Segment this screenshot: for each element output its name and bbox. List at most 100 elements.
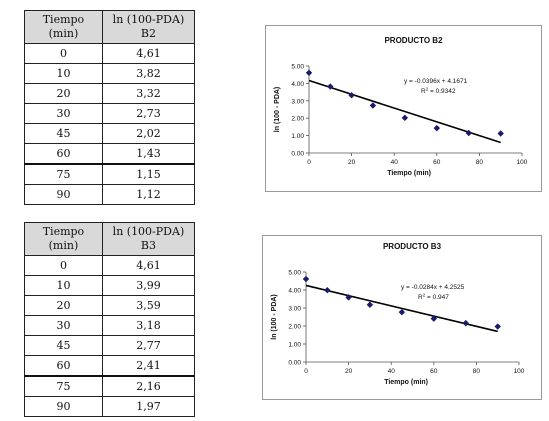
data-point <box>366 301 374 308</box>
table-body: 0 4,61 10 3,99 20 3,59 30 3,18 45 2,77 60 2,41 75 2,1… <box>24 255 196 417</box>
data-point <box>401 114 409 122</box>
table-row: 75 2,16 <box>24 375 196 397</box>
cell-value: 1,15 <box>101 163 196 185</box>
table-row: 30 2,73 <box>24 103 196 124</box>
x-tick-label: 100 <box>517 159 528 166</box>
data-point <box>305 69 313 76</box>
cell-value: 3,59 <box>101 295 196 316</box>
r-squared-symbol: R <box>421 88 426 95</box>
data-table-b2: Tiempo (min) ln (100-PDA) B2 0 4,61 10 3,82… <box>24 10 196 205</box>
x-tick-label: 80 <box>476 159 484 166</box>
y-tick-label: 2.00 <box>291 116 304 123</box>
table-row: 20 3,59 <box>24 295 196 316</box>
cell-time: 90 <box>24 184 103 205</box>
cell-time: 30 <box>24 315 103 336</box>
y-axis-label: ln (100 - PDA) <box>274 87 281 133</box>
cell-value: 1,97 <box>101 396 196 417</box>
table-header-value: ln (100-PDA) B3 <box>101 222 196 256</box>
cell-value: 4,61 <box>101 43 196 64</box>
trendline <box>308 79 501 144</box>
cell-time: 60 <box>24 355 103 377</box>
cell-value: 1,43 <box>101 143 196 165</box>
y-tick-label: 2.00 <box>288 324 301 331</box>
r-squared-label: R2 = 0.9342 <box>421 87 456 96</box>
cell-value: 4,61 <box>101 255 196 276</box>
table-row: 60 1,43 <box>24 143 196 165</box>
table-row: 10 3,99 <box>24 275 196 296</box>
x-tick-label: 40 <box>391 159 399 166</box>
table-header-time: Tiempo (min) <box>24 10 103 44</box>
table-row: 20 3,32 <box>24 83 196 104</box>
y-tick-label: 3.00 <box>288 306 301 313</box>
chart-svg: PRODUCTO B2 0.00 1.00 2.00 3.00 4.00 5.00 0 20 40… <box>274 36 528 177</box>
x-tick-label: 60 <box>430 368 438 375</box>
x-tick-label: 0 <box>304 368 308 375</box>
cell-time: 10 <box>24 63 103 84</box>
table-row: 0 4,61 <box>24 43 196 64</box>
cell-time: 30 <box>24 103 103 124</box>
x-tick-label: 20 <box>348 159 356 166</box>
data-point <box>324 286 331 294</box>
cell-value: 3,18 <box>101 315 196 336</box>
cell-time: 75 <box>24 163 103 185</box>
x-tick-label: 20 <box>345 368 353 375</box>
data-table-b3: Tiempo (min) ln (100-PDA) B3 0 4,61 10 3,99… <box>24 222 196 417</box>
chart-svg: PRODUCTO B3 0.00 1.00 2.00 3.00 4.00 5.00 0 20 40… <box>271 242 525 386</box>
table-row: 30 3,18 <box>24 315 196 336</box>
chart-title: PRODUCTO B2 <box>384 36 443 45</box>
data-point <box>430 315 437 322</box>
y-tick-label: 1.00 <box>291 133 304 140</box>
chart-producto-b3: PRODUCTO B3 0.00 1.00 2.00 3.00 4.00 5.00 0 20 40… <box>262 235 542 400</box>
table-row: 0 4,61 <box>24 255 196 276</box>
y-tick-label: 1.00 <box>288 342 301 349</box>
cell-time: 60 <box>24 143 103 165</box>
cell-time: 0 <box>24 255 103 276</box>
cell-time: 0 <box>24 43 103 64</box>
data-point <box>497 130 504 137</box>
r-squared-label: R2 = 0.947 <box>418 293 449 302</box>
table-row: 45 2,02 <box>24 123 196 144</box>
cell-value: 2,02 <box>101 123 196 144</box>
data-point <box>327 83 334 90</box>
y-tick-label: 0.00 <box>291 151 304 158</box>
y-tick-label: 4.00 <box>288 288 301 295</box>
r-squared-superscript: 2 <box>426 87 429 92</box>
trendline-equation: y = -0.0396x + 4.1671 <box>404 78 468 85</box>
table-row: 90 1,97 <box>24 396 196 417</box>
y-tick-label: 5.00 <box>291 64 304 71</box>
cell-time: 75 <box>24 375 103 397</box>
table-row: 10 3,82 <box>24 63 196 84</box>
y-tick-label: 5.00 <box>288 270 301 277</box>
cell-value: 3,82 <box>101 63 196 84</box>
cell-value: 2,77 <box>101 335 196 356</box>
r-squared-symbol: R <box>418 294 423 301</box>
data-point <box>494 323 501 330</box>
table-body: 0 4,61 10 3,82 20 3,32 30 2,73 45 2,02 60 1,43 75 1,1… <box>24 43 196 205</box>
cell-value: 3,32 <box>101 83 196 104</box>
data-point <box>462 319 469 327</box>
cell-time: 45 <box>24 335 103 356</box>
data-point <box>433 124 440 132</box>
data-point <box>369 102 377 109</box>
x-tick-label: 0 <box>307 159 311 166</box>
y-axis-label: ln (100 - PDA) <box>271 294 278 340</box>
x-tick-label: 60 <box>433 159 441 166</box>
trendline <box>305 284 498 333</box>
table-row: 75 1,15 <box>24 163 196 185</box>
cell-time: 90 <box>24 396 103 417</box>
table-row: 45 2,77 <box>24 335 196 356</box>
trendline-equation: y = -0.0284x + 4.2525 <box>401 284 465 291</box>
r-squared-value: = 0.947 <box>425 294 449 301</box>
y-tick-label: 4.00 <box>291 81 304 88</box>
y-tick-label: 0.00 <box>288 360 301 367</box>
table-row: 60 2,41 <box>24 355 196 377</box>
cell-value: 2,16 <box>101 375 196 397</box>
r-squared-superscript: 2 <box>423 293 426 298</box>
cell-value: 2,41 <box>101 355 196 377</box>
x-axis-label: Tiempo (min) <box>387 170 431 177</box>
cell-time: 45 <box>24 123 103 144</box>
data-point <box>302 275 310 283</box>
data-point <box>465 129 472 137</box>
r-squared-value: = 0.9342 <box>428 88 456 95</box>
cell-time: 20 <box>24 83 103 104</box>
